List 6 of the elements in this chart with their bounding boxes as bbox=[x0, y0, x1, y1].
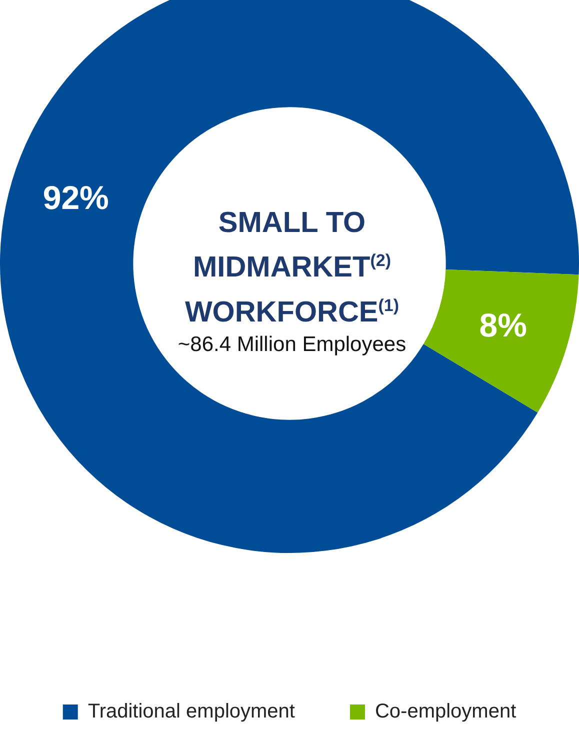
data-label: 92% bbox=[42, 178, 109, 216]
legend-label: Co-employment bbox=[374, 700, 517, 723]
data-label: 8% bbox=[479, 306, 527, 344]
chart-title: SMALL TO MIDMARKET$^{(2)}$ WORKFORCE$^{(1)}$ bbox=[184, 207, 400, 328]
text: ~86.4 Million Employees bbox=[176, 333, 408, 358]
legend-label: Traditional employment bbox=[88, 700, 296, 723]
